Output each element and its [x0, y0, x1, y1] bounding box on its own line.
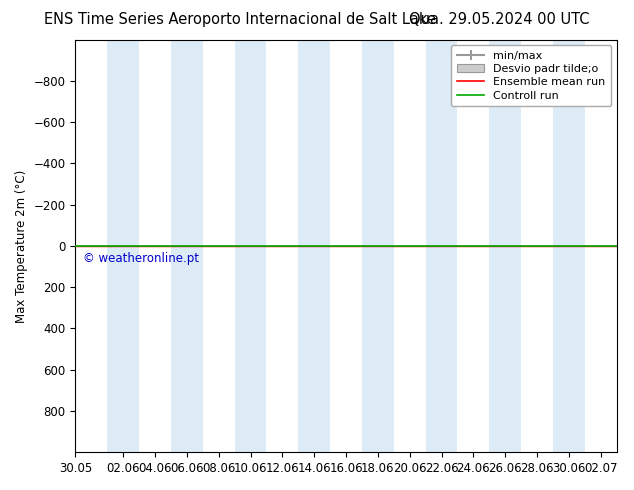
Bar — [171, 40, 203, 452]
Legend: min/max, Desvio padr tilde;o, Ensemble mean run, Controll run: min/max, Desvio padr tilde;o, Ensemble m… — [451, 45, 611, 106]
Bar — [107, 40, 139, 452]
Text: © weatheronline.pt: © weatheronline.pt — [83, 252, 199, 265]
Text: ENS Time Series Aeroporto Internacional de Salt Lake: ENS Time Series Aeroporto Internacional … — [44, 12, 436, 27]
Bar — [425, 40, 458, 452]
Bar — [362, 40, 394, 452]
Y-axis label: Max Temperature 2m (°C): Max Temperature 2m (°C) — [15, 169, 28, 322]
Bar — [235, 40, 266, 452]
Bar — [298, 40, 330, 452]
Bar — [553, 40, 585, 452]
Bar — [489, 40, 521, 452]
Text: Qua. 29.05.2024 00 UTC: Qua. 29.05.2024 00 UTC — [409, 12, 590, 27]
